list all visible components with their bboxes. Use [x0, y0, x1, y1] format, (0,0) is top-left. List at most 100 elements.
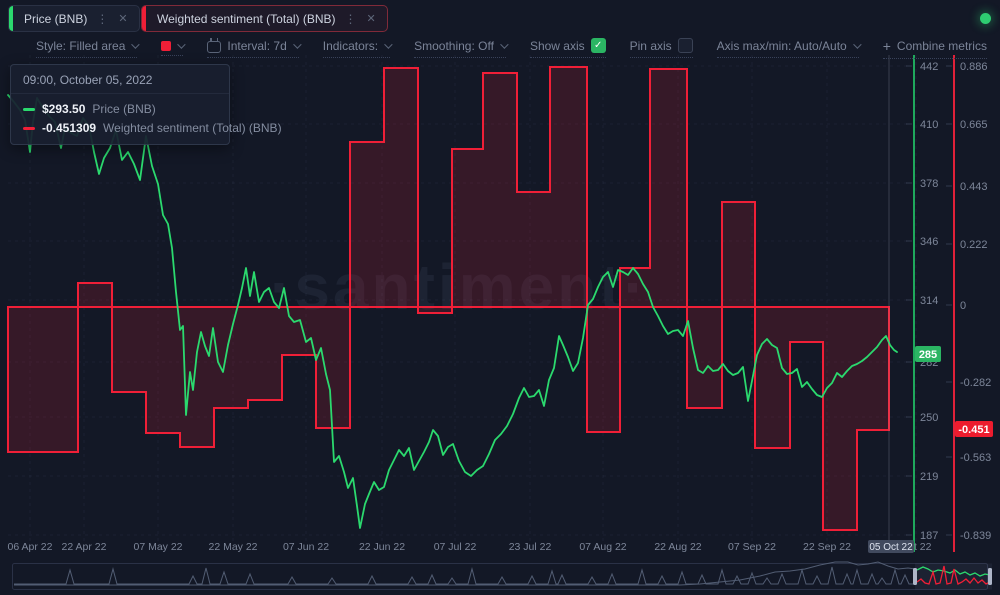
- axis-tick-label: 442: [920, 61, 938, 73]
- chevron-down-icon: [852, 39, 862, 49]
- series-color-dropdown[interactable]: [161, 39, 187, 56]
- tooltip-sentiment-label: Weighted sentiment (Total) (BNB): [103, 121, 282, 135]
- axis-tick-label: 346: [920, 236, 938, 248]
- axis-maxmin-dropdown[interactable]: Axis max/min: Auto/Auto: [716, 38, 862, 58]
- hover-tooltip: 09:00, October 05, 2022 $293.50 Price (B…: [10, 64, 282, 145]
- tooltip-price-label: Price (BNB): [92, 102, 156, 116]
- show-axis-label: Show axis: [529, 38, 585, 53]
- chevron-down-icon: [292, 39, 302, 49]
- plus-icon: +: [882, 37, 891, 54]
- chevron-down-icon: [131, 39, 141, 49]
- price-series-dash-icon: [23, 107, 35, 111]
- navigator-price-sparkline: [14, 561, 916, 586]
- axis-tick-label: 378: [920, 178, 938, 190]
- sentiment-area-fill: [8, 67, 889, 530]
- pin-axis-label: Pin axis: [629, 38, 672, 53]
- smoothing-dropdown[interactable]: Smoothing: Off: [414, 38, 509, 58]
- sentiment-current-badge: [955, 421, 993, 437]
- axis-tick-label: 410: [920, 119, 938, 131]
- sentiment-axis[interactable]: 0.886 0.665 0.443 0.222 0 -0.282 -0.563 -0.839 -…: [946, 55, 993, 552]
- axis-tick-label: -0.282: [960, 377, 991, 389]
- navigator-handle-right[interactable]: [988, 568, 992, 585]
- checkbox-unchecked-icon[interactable]: [677, 38, 693, 53]
- axis-tick-label: 0.443: [960, 181, 988, 193]
- pin-axis-toggle[interactable]: Pin axis: [629, 38, 693, 58]
- interval-dropdown[interactable]: Interval: 7d: [207, 37, 302, 58]
- sentiment-current-badge-text: -0.451: [958, 424, 989, 436]
- tooltip-timestamp: 09:00, October 05, 2022: [11, 65, 229, 94]
- live-status-indicator: [980, 13, 991, 24]
- style-dropdown[interactable]: Style: Filled area: [36, 38, 141, 58]
- tab-accent-bar: [9, 6, 13, 31]
- x-tick-label: 22 Sep 22: [803, 541, 851, 553]
- close-icon[interactable]: ✕: [366, 13, 376, 25]
- x-tick-label: 23 Jul 22: [509, 541, 552, 553]
- navigator-sentiment-sparkline: [14, 566, 913, 585]
- tab-accent-bar: [142, 6, 146, 31]
- tooltip-row-price: $293.50 Price (BNB): [23, 102, 217, 116]
- tooltip-row-sentiment: -0.451309 Weighted sentiment (Total) (BN…: [23, 121, 282, 135]
- x-tick-label: 06 Apr 22: [8, 541, 53, 553]
- interval-label: Interval: 7d: [227, 38, 287, 53]
- axis-tick-label: 0.222: [960, 239, 988, 251]
- x-tick-label: 22 Jun 22: [359, 541, 405, 553]
- calendar-icon: [207, 37, 222, 53]
- kebab-menu-icon[interactable]: ⋮: [96, 11, 110, 26]
- navigator-frame: [12, 563, 988, 590]
- axis-tick-label: 187: [920, 530, 938, 542]
- x-tick-label: 07 May 22: [133, 541, 182, 553]
- x-tick-label: 22 Apr 22: [62, 541, 107, 553]
- checkbox-checked-icon[interactable]: ✓: [590, 38, 606, 53]
- sentiment-series-dash-icon: [23, 126, 35, 130]
- tab-label: Price (BNB): [24, 11, 88, 26]
- price-current-badge: [915, 346, 941, 362]
- chevron-down-icon: [177, 39, 187, 49]
- tooltip-sentiment-value: -0.451309: [42, 121, 97, 135]
- chart-toolbar: Style: Filled area Interval: 7d Indicato…: [0, 36, 1000, 60]
- x-axis-labels: 06 Apr 22 22 Apr 22 07 May 22 22 May 22 07 J…: [8, 540, 932, 553]
- kebab-menu-icon[interactable]: ⋮: [344, 11, 358, 26]
- combine-metrics-button[interactable]: + Combine metrics: [882, 37, 987, 59]
- chevron-down-icon: [384, 39, 393, 49]
- show-axis-toggle[interactable]: Show axis ✓: [529, 38, 606, 58]
- navigator-handle-left[interactable]: [913, 568, 917, 585]
- tab-price-bnb[interactable]: Price (BNB) ⋮ ✕: [8, 5, 140, 32]
- indicators-dropdown[interactable]: Indicators:: [322, 38, 393, 58]
- chevron-down-icon: [500, 39, 509, 49]
- x-tick-label: 07 Sep 22: [728, 541, 776, 553]
- x-tick-label: 07 Jun 22: [283, 541, 329, 553]
- style-label: Style: Filled area: [36, 38, 126, 53]
- axis-tick-label: 314: [920, 295, 938, 307]
- axis-tick-label: 0.886: [960, 61, 988, 73]
- axis-tick-label: 0.665: [960, 119, 988, 131]
- axis-tick-label: 219: [920, 471, 938, 483]
- tab-weighted-sentiment-bnb[interactable]: Weighted sentiment (Total) (BNB) ⋮ ✕: [141, 5, 388, 32]
- indicators-label: Indicators:: [322, 38, 379, 53]
- navigator-selection[interactable]: [915, 563, 992, 590]
- sentiment-step-area: [7, 66, 890, 531]
- metric-tab-bar: Price (BNB) ⋮ ✕ Weighted sentiment (Tota…: [0, 0, 1000, 36]
- navigator-selected-sentiment: [916, 565, 991, 585]
- smoothing-label: Smoothing: Off: [414, 38, 494, 53]
- navigator-selected-price: [916, 566, 991, 577]
- close-icon[interactable]: ✕: [118, 13, 128, 25]
- axis-tick-label: 250: [920, 412, 938, 424]
- sentiment-step-line: [7, 66, 890, 531]
- color-swatch: [161, 40, 172, 51]
- axis-tick-label: -0.563: [960, 452, 991, 464]
- tab-label: Weighted sentiment (Total) (BNB): [157, 11, 336, 26]
- current-date-badge: [868, 540, 914, 553]
- x-tick-label: 07 Aug 22: [579, 541, 626, 553]
- santiment-watermark: ·santiment·: [270, 250, 648, 324]
- navigator[interactable]: [12, 561, 993, 590]
- tooltip-price-value: $293.50: [42, 102, 86, 116]
- axis-tick-label: 0: [960, 300, 966, 312]
- axis-tick-label: -0.839: [960, 530, 991, 542]
- price-current-badge-text: 285: [919, 349, 937, 361]
- x-tick-label: 22 May 22: [208, 541, 257, 553]
- x-tick-label: 07 Jul 22: [434, 541, 477, 553]
- axis-maxmin-label: Axis max/min: Auto/Auto: [716, 38, 847, 53]
